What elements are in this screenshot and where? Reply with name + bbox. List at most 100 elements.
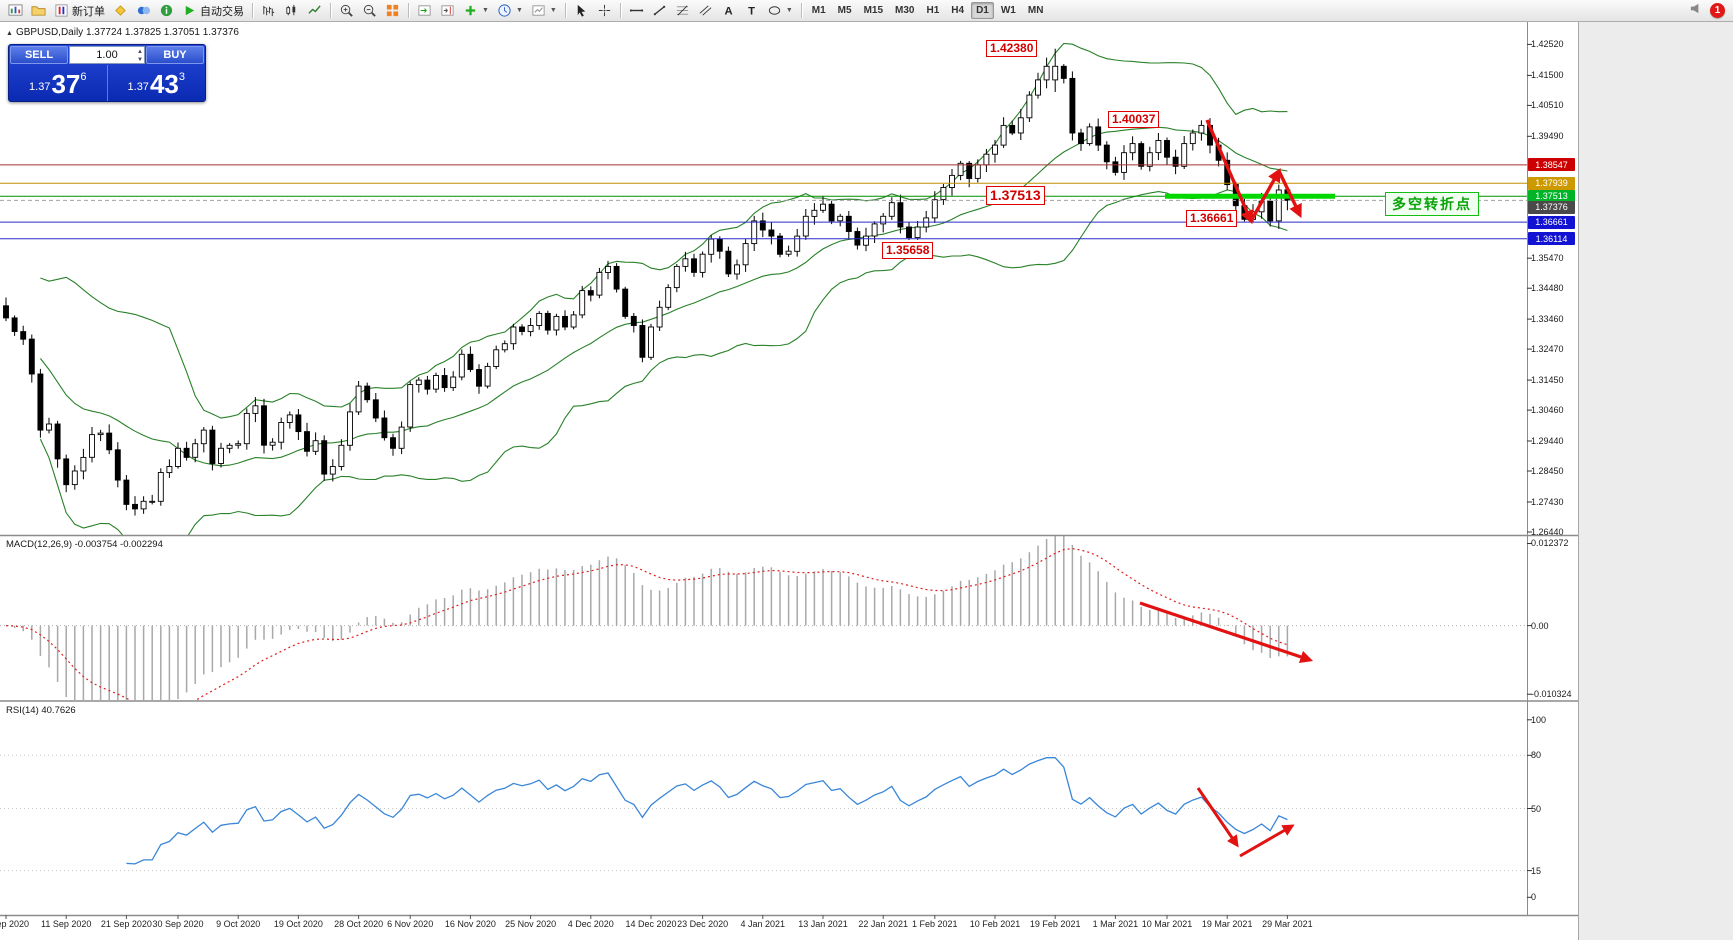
rsi-indicator-label: RSI(14) 40.7626 [6, 705, 76, 716]
periods-icon [497, 3, 512, 18]
collapse-triangle-icon[interactable]: ▲ [6, 30, 13, 37]
shapes-button[interactable]: ▼ [763, 0, 797, 21]
buy-price-prefix: 1.37 [127, 81, 149, 93]
timeframe-w1-button[interactable]: W1 [1000, 5, 1016, 16]
price-annotation-box[interactable]: 1.40037 [1108, 111, 1160, 128]
timeframe-mn-button[interactable]: MN [1027, 5, 1044, 16]
workspace-empty-area [1578, 22, 1733, 940]
one-click-trading-panel: SELL 1.00 ▲ ▼ BUY 1.37 37 6 1.37 43 3 [8, 44, 206, 102]
text-tool-icon: T [744, 3, 759, 18]
sell-price-prefix: 1.37 [29, 81, 51, 93]
buy-price-sup: 3 [178, 71, 185, 83]
candle-chart-type-button[interactable] [280, 0, 303, 21]
timeframe-h1-button[interactable]: H1 [926, 5, 940, 16]
sell-price-sup: 6 [80, 71, 87, 83]
templates-icon [531, 3, 546, 18]
info-button[interactable] [155, 0, 178, 21]
cursor-button[interactable] [570, 0, 593, 21]
chart-shift-icon [440, 3, 455, 18]
metaeditor-button[interactable] [109, 0, 132, 21]
toolbar-separator [252, 3, 253, 18]
buy-price-big: 43 [149, 69, 179, 99]
autotrading-button[interactable]: 自动交易 [178, 0, 248, 21]
buy-button[interactable]: BUY [146, 46, 204, 64]
price-axis[interactable] [1527, 22, 1578, 915]
zoom-in-button[interactable] [335, 0, 358, 21]
arrows-tool-button[interactable]: A [717, 0, 740, 21]
candle-chart-type-icon [284, 3, 299, 18]
trendline-button[interactable] [648, 0, 671, 21]
templates-button[interactable]: ▼ [527, 0, 561, 21]
profiles-button[interactable] [27, 0, 50, 21]
notification-badge[interactable]: 1 [1710, 3, 1725, 18]
new-order-button[interactable]: 新订单 [50, 0, 109, 21]
info-icon [159, 3, 174, 18]
channel-button[interactable] [694, 0, 717, 21]
chart-shift-button[interactable] [436, 0, 459, 21]
line-chart-type-button[interactable] [303, 0, 326, 21]
volume-down-icon[interactable]: ▼ [137, 57, 143, 63]
chart-ohlc-header: ▲ GBPUSD,Daily 1.37724 1.37825 1.37051 1.… [6, 27, 239, 38]
timeframe-m30-button[interactable]: M30 [895, 5, 915, 16]
price-annotation-box[interactable]: 1.37513 [986, 186, 1045, 205]
svg-text:A: A [724, 5, 732, 17]
zoom-out-button[interactable] [358, 0, 381, 21]
horizontal-line-icon [629, 3, 644, 18]
auto-scroll-icon [417, 3, 432, 18]
price-annotation-box[interactable]: 1.35658 [882, 242, 934, 259]
volume-input[interactable]: 1.00 ▲ ▼ [69, 46, 145, 64]
buy-price: 1.37 43 3 [106, 65, 206, 101]
metaeditor-icon [113, 3, 128, 18]
fibonacci-icon [675, 3, 690, 18]
indicators-button[interactable]: ▼ [459, 0, 493, 21]
time-axis[interactable] [0, 915, 1578, 940]
periods-button[interactable]: ▼ [493, 0, 527, 21]
alerts-icon[interactable] [1689, 1, 1704, 21]
svg-text:T: T [748, 5, 755, 17]
timeframe-m1-button[interactable]: M1 [811, 5, 826, 16]
arrows-tool-icon: A [721, 3, 736, 18]
sell-price: 1.37 37 6 [9, 65, 107, 101]
chart-ohlc-text: GBPUSD,Daily 1.37724 1.37825 1.37051 1.3… [15, 27, 239, 38]
new-chart-button[interactable] [4, 0, 27, 21]
bar-chart-type-icon [261, 3, 276, 18]
timeframe-d1-button[interactable]: D1 [971, 2, 994, 19]
sell-button[interactable]: SELL [10, 46, 68, 64]
turning-point-annotation[interactable]: 多空转折点 [1385, 192, 1479, 216]
horizontal-line-button[interactable] [625, 0, 648, 21]
chevron-down-icon: ▼ [785, 7, 793, 14]
autotrading-icon [182, 3, 197, 18]
price-annotation-box[interactable]: 1.36661 [1186, 210, 1238, 227]
price-annotation-box[interactable]: 1.42380 [986, 40, 1038, 57]
timeframe-m5-button[interactable]: M5 [837, 5, 852, 16]
crosshair-button[interactable] [593, 0, 616, 21]
tile-windows-icon [385, 3, 400, 18]
toolbar-separator [619, 3, 621, 18]
volume-up-icon[interactable]: ▲ [137, 49, 143, 55]
toolbar: 新订单 自动交易 ▼ ▼ ▼ A T ▼ M1 M5 M15 M30 H1 H4 D1 W1 MN 1 [0, 0, 1733, 22]
trendline-icon [652, 3, 667, 18]
fibonacci-button[interactable] [671, 0, 694, 21]
auto-scroll-button[interactable] [413, 0, 436, 21]
zoom-out-icon [362, 3, 377, 18]
timeframe-h4-button[interactable]: H4 [951, 5, 965, 16]
sell-price-big: 37 [51, 69, 81, 99]
toolbar-separator [408, 3, 409, 18]
new-order-icon [54, 3, 69, 18]
community-button[interactable] [132, 0, 155, 21]
profiles-icon [31, 3, 46, 18]
line-chart-type-icon [307, 3, 322, 18]
indicators-icon [463, 3, 478, 18]
volume-value: 1.00 [96, 49, 118, 61]
tile-windows-button[interactable] [381, 0, 404, 21]
toolbar-separator [330, 3, 331, 18]
new-chart-icon [8, 3, 23, 18]
crosshair-icon [597, 3, 612, 18]
timeframe-m15-button[interactable]: M15 [863, 5, 884, 16]
bar-chart-type-button[interactable] [257, 0, 280, 21]
text-tool-button[interactable]: T [740, 0, 763, 21]
community-icon [136, 3, 151, 18]
shapes-icon [767, 3, 782, 18]
